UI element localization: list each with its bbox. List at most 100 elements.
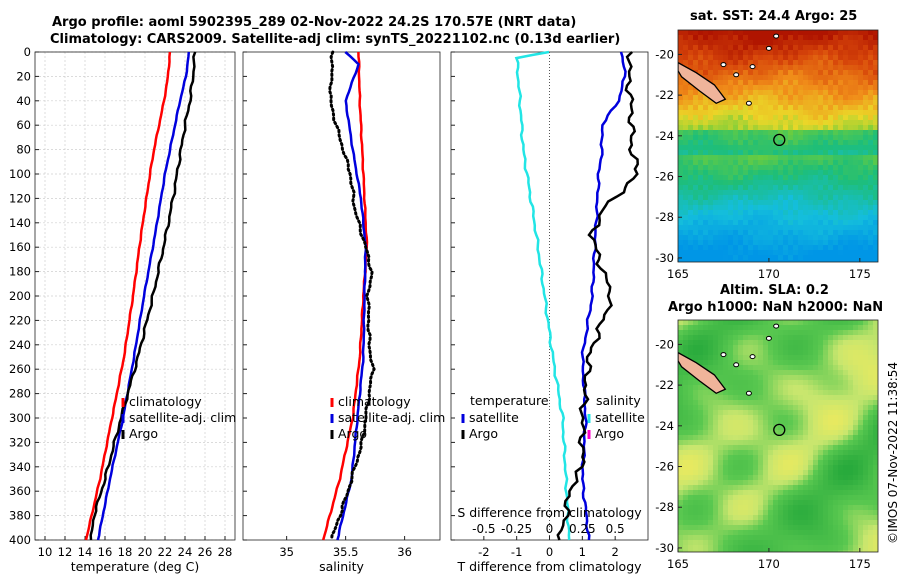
map-cell [818, 80, 824, 86]
map-cell [728, 260, 734, 262]
map-cell [823, 30, 829, 36]
map-cell [773, 150, 779, 156]
map-cell [783, 210, 789, 216]
map-cell [873, 475, 878, 481]
map-cell [783, 520, 789, 526]
map-cell [863, 505, 869, 511]
map-cell [813, 215, 819, 221]
map-cell [773, 410, 779, 416]
map-cell [828, 35, 834, 41]
map-cell [773, 350, 779, 356]
map-cell [838, 445, 844, 451]
map-cell [803, 480, 809, 486]
sla-map-subtitle: Argo h1000: NaN h2000: NaN [668, 300, 884, 315]
map-cell [798, 430, 804, 436]
map-cell [853, 495, 859, 501]
map-cell [838, 365, 844, 371]
map-cell [713, 335, 719, 341]
map-cell [788, 550, 794, 552]
map-cell [683, 155, 689, 161]
map-cell [858, 505, 864, 511]
map-cell [743, 155, 749, 161]
map-cell [703, 115, 709, 121]
map-cell [843, 540, 849, 546]
map-cell [718, 500, 724, 506]
map-cell [738, 190, 744, 196]
map-cell [783, 410, 789, 416]
map-cell [773, 255, 779, 261]
map-cell [758, 170, 764, 176]
map-cell [713, 80, 719, 86]
map-cell [733, 135, 739, 141]
map-cell [748, 325, 754, 331]
map-cell [818, 465, 824, 471]
map-cell [863, 105, 869, 111]
map-cell [688, 485, 694, 491]
map-cell [828, 345, 834, 351]
map-cell [738, 40, 744, 46]
map-cell [733, 195, 739, 201]
map-cell [693, 540, 699, 546]
map-cell [823, 210, 829, 216]
map-cell [733, 380, 739, 386]
map-cell [683, 135, 689, 141]
map-cell [858, 335, 864, 341]
map-cell [828, 180, 834, 186]
map-cell [818, 515, 824, 521]
map-cell [708, 235, 714, 241]
map-cell [858, 480, 864, 486]
map-cell [873, 420, 878, 426]
map-cell [698, 230, 704, 236]
map-cell [808, 425, 814, 431]
island-small [745, 100, 752, 106]
map-cell [793, 95, 799, 101]
map-cell [813, 160, 819, 166]
map-cell [863, 50, 869, 56]
map-cell [713, 215, 719, 221]
map-cell [753, 420, 759, 426]
map-cell [858, 340, 864, 346]
map-cell [678, 95, 684, 101]
map-cell [838, 150, 844, 156]
map-cell [788, 40, 794, 46]
map-cell [808, 210, 814, 216]
map-cell [768, 225, 774, 231]
map-cell [723, 110, 729, 116]
map-cell [678, 485, 684, 491]
map-cell [803, 165, 809, 171]
map-cell [828, 140, 834, 146]
map-cell [793, 130, 799, 136]
map-cell [738, 165, 744, 171]
map-cell [788, 350, 794, 356]
map-cell [708, 465, 714, 471]
map-cell [728, 370, 734, 376]
map-cell [703, 225, 709, 231]
map-cell [868, 65, 874, 71]
map-cell [783, 420, 789, 426]
map-cell [828, 245, 834, 251]
map-cell [748, 440, 754, 446]
map-cell [678, 130, 684, 136]
map-cell [778, 505, 784, 511]
map-cell [738, 355, 744, 361]
map-cell [698, 105, 704, 111]
map-cell [708, 165, 714, 171]
map-cell [828, 410, 834, 416]
map-cell [823, 35, 829, 41]
map-cell [873, 510, 878, 516]
map-cell [868, 415, 874, 421]
map-cell [833, 420, 839, 426]
map-cell [778, 180, 784, 186]
map-cell [753, 380, 759, 386]
map-cell [803, 215, 809, 221]
map-cell [763, 255, 769, 261]
map-cell [773, 140, 779, 146]
map-cell [773, 345, 779, 351]
map-cell [828, 205, 834, 211]
map-cell [738, 260, 744, 262]
map-cell [803, 195, 809, 201]
map-cell [768, 160, 774, 166]
map-cell [708, 190, 714, 196]
map-cell [748, 350, 754, 356]
map-cell [743, 110, 749, 116]
